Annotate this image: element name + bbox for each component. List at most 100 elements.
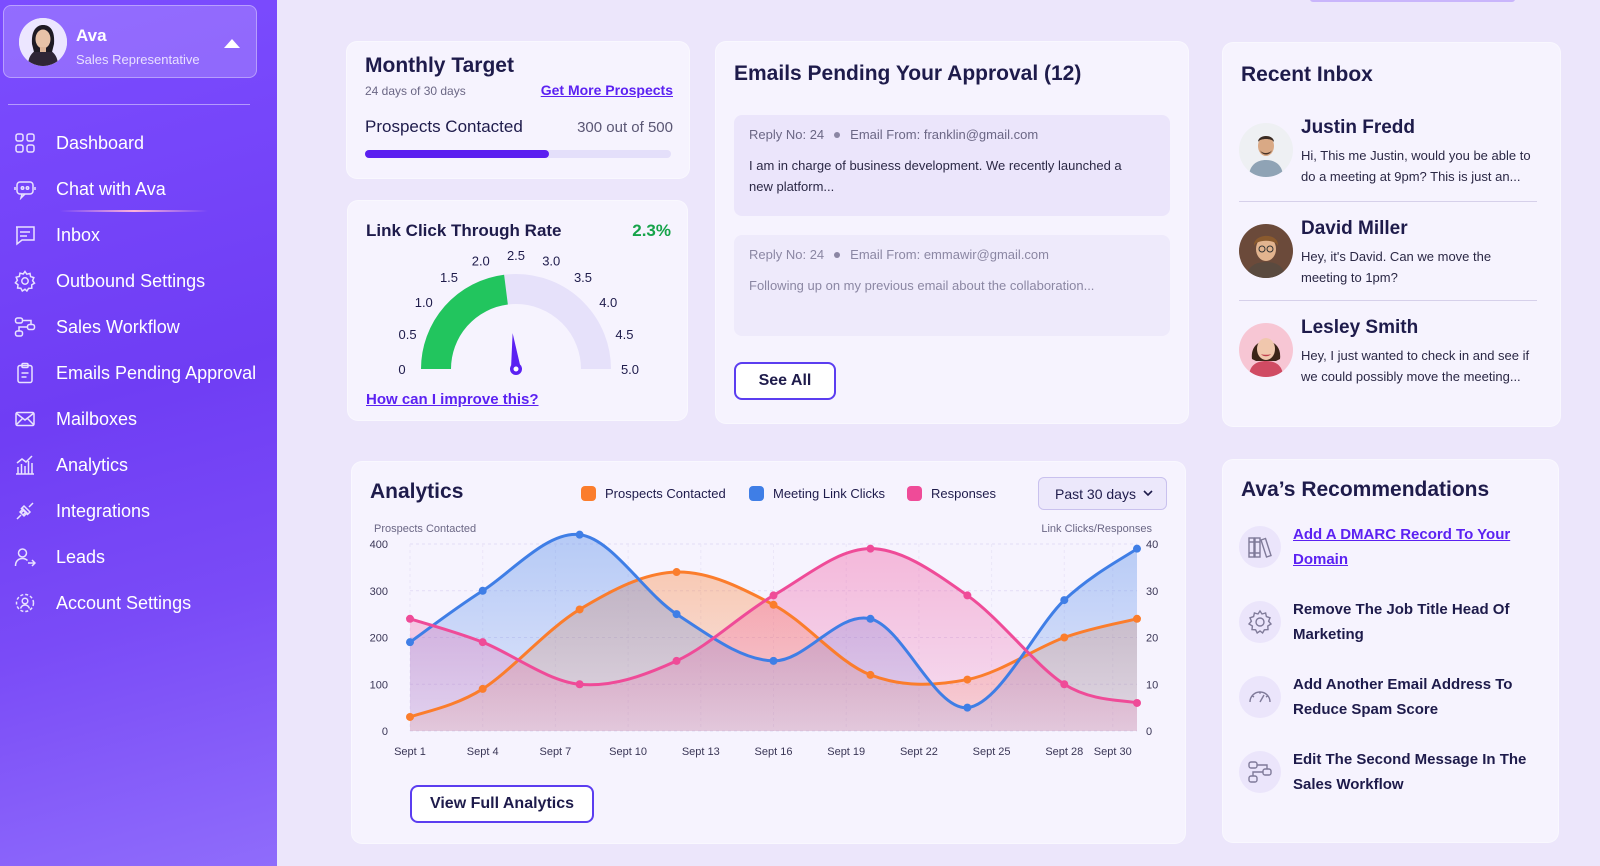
progress-bar [365,150,671,158]
legend-label: Prospects Contacted [605,486,726,501]
sidebar-item-analytics[interactable]: Analytics [0,442,277,488]
gauge-needle [511,333,521,369]
envelope-icon [15,411,35,427]
profile-card[interactable]: Ava Sales Representative [3,5,257,78]
responses-point [672,656,681,665]
plug-icon [16,502,34,520]
x-tick-label: Sept 10 [609,746,647,758]
recent-inbox-card: Recent Inbox Justin Fredd Hi, This me Ju… [1223,43,1560,426]
right-tick-label: 10 [1146,679,1158,691]
prospects-contacted-point [672,568,681,577]
email-from: Email From: emmawir@gmail.com [850,247,1049,262]
sidebar-item-emails-pending-approval[interactable]: Emails Pending Approval [0,350,277,396]
recommendation-link[interactable]: Add A DMARC Record To Your Domain [1293,526,1511,568]
responses-point [575,680,584,689]
email-preview: Following up on my previous email about … [749,278,1095,293]
user-gear-icon [15,593,35,613]
reply-number: Reply No: 24 [749,127,825,142]
sidebar-item-dashboard[interactable]: Dashboard [0,120,277,166]
user-icon [14,548,36,567]
responses-point [769,591,778,600]
gauge-tick-label: 4.5 [615,327,633,342]
legend-item: Prospects Contacted [581,486,726,501]
recommendation-item[interactable]: Add A DMARC Record To Your Domain [1239,522,1539,582]
sender-name: Lesley Smith [1301,317,1419,338]
meeting-link-clicks-point [672,610,681,619]
gauge-tick-label: 2.0 [472,254,490,269]
prospects-contacted-point [1060,633,1069,642]
pending-email-item[interactable]: Reply No: 24 Email From: franklin@gmail.… [734,115,1170,216]
see-all-button[interactable]: See All [734,362,836,400]
left-tick-label: 400 [370,539,388,551]
x-tick-label: Sept 22 [900,746,938,758]
pending-email-item[interactable]: Reply No: 24 Email From: emmawir@gmail.c… [734,235,1170,336]
sidebar-item-leads[interactable]: Leads [0,534,277,580]
x-tick-label: Sept 25 [973,746,1011,758]
gauge-tick-label: 0 [398,362,405,377]
message-preview: Hey, it's David. Can we move the meeting… [1301,249,1492,285]
active-item-indicator [60,210,208,212]
x-tick-label: Sept 1 [394,746,426,758]
bar-chart-icon [16,455,34,475]
monthly-target-card: Monthly Target 24 days of 30 days Get Mo… [347,42,689,178]
legend-swatch [581,486,596,501]
sidebar-item-integrations[interactable]: Integrations [0,488,277,534]
legend-label: Meeting Link Clicks [773,486,885,501]
meeting-link-clicks-point [478,586,487,595]
speedometer-icon [1239,676,1281,718]
legend-item: Meeting Link Clicks [749,486,885,501]
prospects-contacted-point [575,605,584,614]
gear-icon [1239,601,1281,643]
recommendation-item[interactable]: Add Another Email Address To Reduce Spam… [1239,672,1539,732]
sidebar-item-outbound-settings[interactable]: Outbound Settings [0,258,277,304]
recommendation-item[interactable]: Edit The Second Message In The Sales Wor… [1239,747,1539,807]
sender-name: David Miller [1301,218,1408,239]
prospects-contacted-point [963,675,972,684]
improve-ctr-link[interactable]: How can I improve this? [366,391,539,408]
inbox-item[interactable]: Lesley Smith Hey, I just wanted to check… [1239,311,1539,407]
message-preview: Hi, This me Justin, would you be able to… [1301,148,1531,184]
responses-point [478,638,487,647]
avatar [1239,123,1293,177]
card-title: Ava’s Recommendations [1241,478,1490,501]
gauge-fill [421,274,509,370]
email-from: Email From: franklin@gmail.com [850,127,1039,142]
message-preview: Hey, I just wanted to check in and see i… [1301,348,1530,384]
gauge-tick-label: 5.0 [621,362,639,377]
profile-role: Sales Representative [76,52,200,67]
date-range-select[interactable]: Past 30 days [1038,477,1167,510]
recommendation-text: Edit The Second Message In The Sales Wor… [1293,751,1527,793]
sidebar-item-label: Account Settings [56,592,192,613]
caret-up-icon[interactable] [224,39,240,48]
gauge-tick-label: 1.0 [415,295,433,310]
responses-point [963,591,972,600]
meeting-link-clicks-point [575,530,584,539]
sidebar-item-inbox[interactable]: Inbox [0,212,277,258]
inbox-item[interactable]: David Miller Hey, it's David. Can we mov… [1239,212,1539,308]
sidebar-item-label: Emails Pending Approval [56,362,257,383]
gauge-tick-label: 0.5 [399,327,417,342]
card-title: Monthly Target [365,54,514,77]
x-tick-label: Sept 28 [1045,746,1083,758]
sidebar-item-chat-with-ava[interactable]: Chat with Ava [0,166,277,212]
meeting-link-clicks-point [1060,596,1069,605]
view-full-analytics-button[interactable]: View Full Analytics [410,785,594,823]
sidebar-item-mailboxes[interactable]: Mailboxes [0,396,277,442]
legend-label: Responses [931,486,997,501]
right-tick-label: 20 [1146,633,1158,645]
x-tick-label: Sept 4 [467,746,499,758]
sidebar-item-account-settings[interactable]: Account Settings [0,580,277,626]
sidebar-item-sales-workflow[interactable]: Sales Workflow [0,304,277,350]
right-tick-label: 40 [1146,539,1158,551]
avatar [19,18,67,66]
responses-point [1060,680,1069,689]
card-title: Emails Pending Your Approval (12) [734,62,1082,85]
get-more-prospects-link[interactable]: Get More Prospects [540,82,673,98]
card-title: Recent Inbox [1241,63,1373,86]
grid-icon [15,133,35,153]
recommendation-item[interactable]: Remove The Job Title Head Of Marketing [1239,597,1539,657]
gauge-needle-hub-center [513,366,519,372]
sidebar-item-label: Outbound Settings [56,270,206,291]
inbox-item[interactable]: Justin Fredd Hi, This me Justin, would y… [1239,111,1539,207]
separator-dot [834,131,841,138]
